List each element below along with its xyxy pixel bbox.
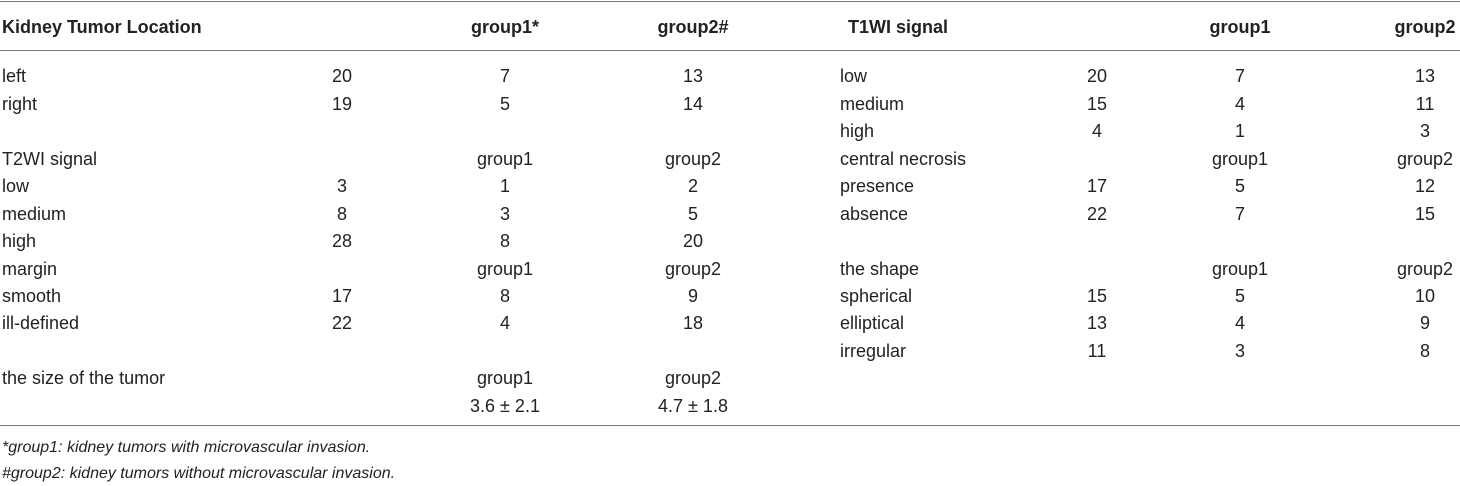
- cell: the size of the tumor: [2, 368, 166, 388]
- cell: 15: [1086, 286, 1108, 306]
- cell: 28: [331, 231, 353, 251]
- cell: group1: [1211, 259, 1269, 279]
- cell: absence: [840, 204, 909, 224]
- cell: 5: [1234, 176, 1246, 196]
- cell: 5: [687, 204, 699, 224]
- cell: smooth: [2, 286, 62, 306]
- header-cell: group1*: [470, 17, 540, 37]
- cell: high: [840, 121, 875, 141]
- cell: 8: [499, 286, 511, 306]
- cell: 11: [1415, 94, 1435, 114]
- cell: 2: [687, 176, 699, 196]
- cell: 1: [1234, 121, 1246, 141]
- cell: the shape: [840, 259, 920, 279]
- cell: margin: [2, 259, 58, 279]
- cell: 8: [1419, 341, 1431, 361]
- cell: 4: [1234, 94, 1246, 114]
- cell: 4: [1234, 313, 1246, 333]
- cell: 10: [1414, 286, 1436, 306]
- cell: 19: [331, 94, 353, 114]
- cell: 4: [499, 313, 511, 333]
- cell: group1: [476, 149, 534, 169]
- header-cell: T1WI signal: [848, 17, 949, 37]
- cell: 22: [1086, 204, 1108, 224]
- cell: 3: [1234, 341, 1246, 361]
- cell: irregular: [840, 341, 907, 361]
- cell: 22: [331, 313, 353, 333]
- cell: medium: [840, 94, 905, 114]
- cell: elliptical: [840, 313, 905, 333]
- header-cell: group2: [1394, 17, 1456, 37]
- cell: right: [2, 94, 38, 114]
- cell: group2: [664, 259, 722, 279]
- cell: group1: [1211, 149, 1269, 169]
- bottom-rule: [0, 425, 1460, 426]
- top-rule: [0, 1, 1460, 2]
- cell: 5: [499, 94, 511, 114]
- cell: 1: [499, 176, 511, 196]
- cell: spherical: [840, 286, 913, 306]
- cell: 20: [331, 66, 353, 86]
- cell: 17: [1086, 176, 1108, 196]
- cell: 4: [1091, 121, 1103, 141]
- cell: group1: [476, 259, 534, 279]
- cell: ill-defined: [2, 313, 80, 333]
- cell: 17: [331, 286, 353, 306]
- cell: low: [840, 66, 868, 86]
- header-cell: group1: [1209, 17, 1271, 37]
- cell: 20: [682, 231, 704, 251]
- cell: 3: [1419, 121, 1431, 141]
- header-cell: Kidney Tumor Location: [2, 17, 202, 37]
- cell: 7: [499, 66, 511, 86]
- cell: 5: [1234, 286, 1246, 306]
- header-cell: group2#: [657, 17, 729, 37]
- cell: left: [2, 66, 27, 86]
- cell: group2: [1396, 259, 1454, 279]
- cell: 18: [682, 313, 704, 333]
- cell: 13: [1086, 313, 1108, 333]
- cell: 15: [1414, 204, 1436, 224]
- cell: group2: [664, 149, 722, 169]
- cell: 15: [1086, 94, 1108, 114]
- cell: 9: [1419, 313, 1431, 333]
- cell: medium: [2, 204, 67, 224]
- cell: 3: [499, 204, 511, 224]
- footnote: #group2: kidney tumors without microvasc…: [2, 465, 396, 482]
- cell: 20: [1086, 66, 1108, 86]
- cell: high: [2, 231, 37, 251]
- cell: presence: [840, 176, 915, 196]
- cell: low: [2, 176, 30, 196]
- cell: group1: [476, 368, 534, 388]
- cell: group2: [1396, 149, 1454, 169]
- cell: 8: [336, 204, 348, 224]
- cell: 9: [687, 286, 699, 306]
- cell: 7: [1234, 66, 1246, 86]
- cell: 3.6 ± 2.1: [470, 396, 540, 416]
- cell: central necrosis: [840, 149, 967, 169]
- cell: T2WI signal: [2, 149, 98, 169]
- cell: 14: [682, 94, 704, 114]
- cell: 8: [499, 231, 511, 251]
- cell: 13: [1414, 66, 1436, 86]
- cell: 7: [1234, 204, 1246, 224]
- cell: group2: [664, 368, 722, 388]
- header-rule: [0, 50, 1460, 51]
- cell: 3: [336, 176, 348, 196]
- cell: 12: [1414, 176, 1436, 196]
- footnote: *group1: kidney tumors with microvascula…: [2, 439, 371, 456]
- cell: 4.7 ± 1.8: [658, 396, 728, 416]
- cell: 13: [682, 66, 704, 86]
- cell: 11: [1087, 341, 1107, 361]
